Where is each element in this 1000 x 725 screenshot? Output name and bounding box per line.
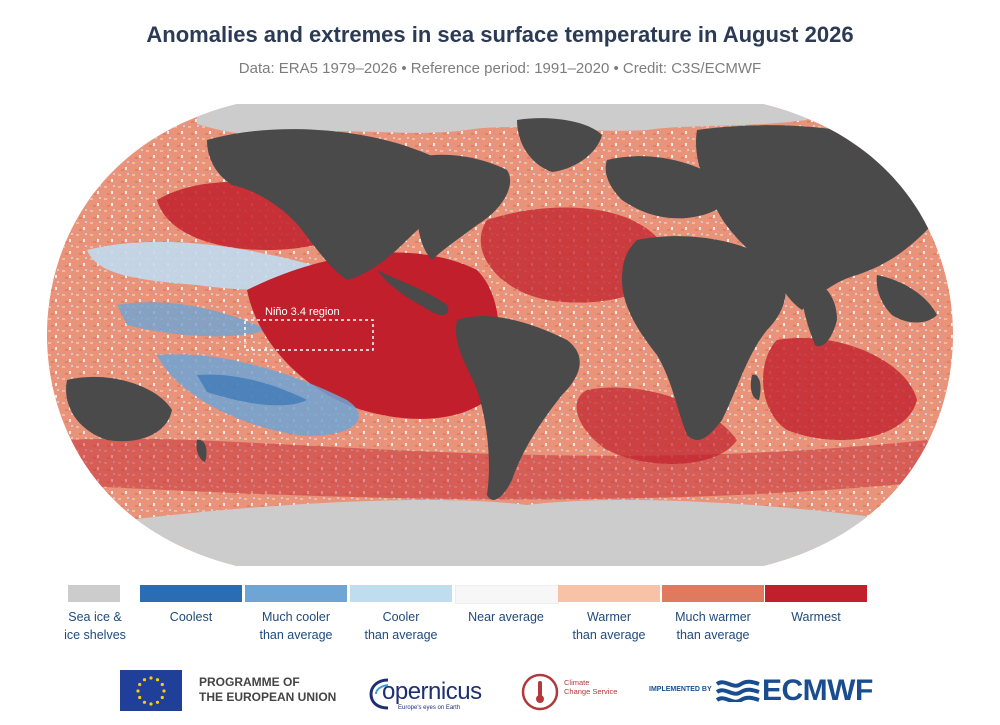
c3s-line-2: Change Service	[564, 687, 618, 696]
map-subtitle: Data: ERA5 1979–2026 • Reference period:…	[238, 60, 762, 77]
legend-label-7: Warmest	[751, 608, 881, 626]
programme-line-2: THE EUROPEAN UNION	[199, 690, 337, 704]
legend-label-line-1: Much warmer	[675, 610, 751, 624]
land-india	[801, 275, 837, 347]
ecmwf-waves-icon	[715, 679, 760, 702]
land-europe	[605, 156, 730, 219]
legend-swatch-6	[662, 585, 764, 602]
eastern-pacific-warmest	[247, 252, 499, 419]
nino34-label: Niño 3.4 region	[265, 306, 340, 318]
programme-text: PROGRAMME OF THE EUROPEAN UNION	[199, 675, 359, 705]
legend-swatch-0	[68, 585, 120, 602]
implemented-by-text: IMPLEMENTED BY	[649, 686, 712, 693]
legend-swatch-1	[140, 585, 242, 602]
eu-flag-icon	[120, 670, 182, 711]
c3s-logo: Climate Change Service	[520, 670, 630, 714]
legend-label-line-1: Coolest	[169, 610, 213, 624]
land-masses	[66, 118, 941, 500]
legend-label-6: Much warmer than average	[648, 608, 778, 644]
world-map-svg: Niño 3.4 region	[47, 104, 953, 566]
north-pacific-cool-core	[117, 302, 267, 337]
legend: Sea ice & ice shelves Coolest Much cooler th…	[0, 585, 1000, 645]
legend-label-5: Warmer than average	[544, 608, 674, 644]
legend-swatch-7	[765, 585, 867, 602]
legend-label-line-2: than average	[364, 628, 438, 642]
land-north-america-east	[405, 154, 511, 260]
south-pacific-cool-core	[197, 374, 307, 406]
legend-label-1: Coolest	[126, 608, 256, 626]
legend-label-line-1: Much cooler	[261, 610, 331, 624]
legend-label-line-1: Cooler	[382, 610, 420, 624]
north-atlantic-warm	[480, 207, 668, 303]
land-north-america	[207, 129, 460, 280]
land-central-america	[377, 270, 449, 316]
land-madagascar	[750, 374, 761, 400]
land-new-zealand	[196, 439, 207, 462]
land-southeast-asia	[876, 275, 937, 323]
south-atlantic-warm	[576, 387, 737, 464]
legend-swatch-2	[245, 585, 347, 602]
arctic-sea-ice	[197, 104, 807, 136]
c3s-thermometer-icon	[521, 673, 559, 711]
c3s-line-1: Climate	[564, 678, 590, 687]
copernicus-tagline: Europe's eyes on Earth	[398, 705, 461, 711]
land-south-america	[456, 316, 580, 500]
footer-logos: PROGRAMME OF THE EUROPEAN UNION opernicu…	[0, 660, 1000, 720]
ecmwf-word: ECMWF	[762, 674, 873, 707]
legend-swatch-3	[350, 585, 452, 602]
land-australia	[66, 376, 172, 442]
programme-line-1: PROGRAMME OF	[199, 675, 300, 689]
legend-label-line-1: Near average	[468, 610, 544, 624]
legend-label-line-1: Warmer	[587, 610, 631, 624]
legend-label-0: Sea ice & ice shelves	[30, 608, 160, 644]
land-asia	[696, 125, 941, 311]
legend-label-line-2: than average	[259, 628, 333, 642]
copernicus-c-icon	[369, 678, 389, 710]
c3s-text: Climate Change Service	[564, 678, 634, 696]
map-title: Anomalies and extremes in sea surface te…	[146, 22, 854, 47]
legend-label-line-1: Sea ice &	[68, 610, 122, 624]
land-greenland	[517, 118, 602, 172]
legend-swatch-5	[558, 585, 660, 602]
antarctic-ice	[127, 500, 897, 566]
legend-label-line-2: ice shelves	[64, 628, 126, 642]
legend-swatch-4	[455, 585, 559, 604]
nino34-box	[244, 319, 374, 351]
sst-anomaly-map: Niño 3.4 region	[47, 100, 953, 570]
legend-label-4: Near average	[441, 608, 571, 626]
legend-label-line-1: Warmest	[791, 610, 841, 624]
legend-label-line-2: than average	[572, 628, 646, 642]
indian-ocean-warm	[763, 338, 917, 440]
legend-label-3: Cooler than average	[336, 608, 466, 644]
land-africa	[622, 236, 786, 440]
legend-label-2: Much cooler than average	[231, 608, 361, 644]
legend-label-line-2: than average	[676, 628, 750, 642]
copernicus-word: opernicus	[382, 678, 482, 705]
copernicus-logo: opernicus Europe's eyes on Earth	[368, 672, 488, 714]
